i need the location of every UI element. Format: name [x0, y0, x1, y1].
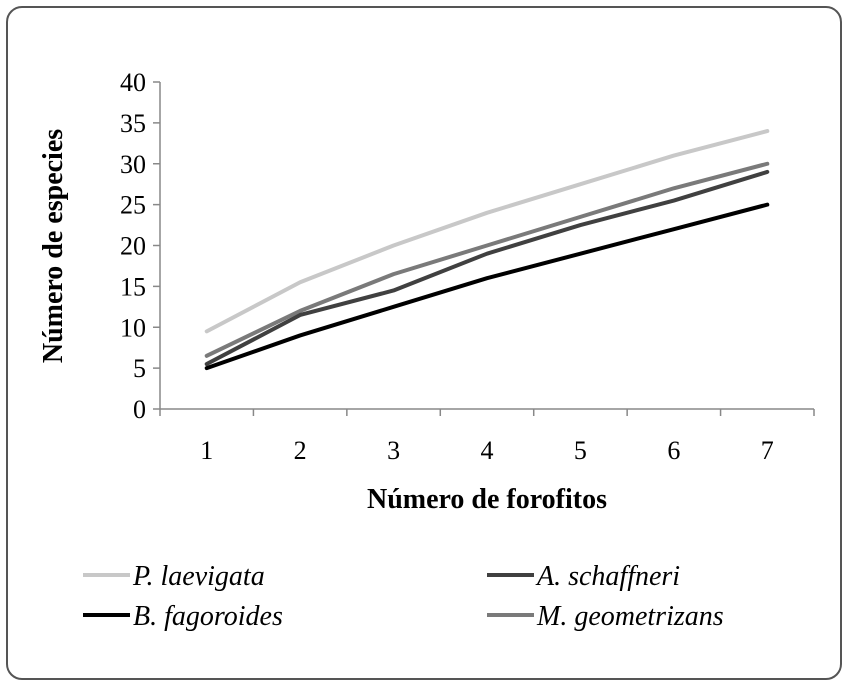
y-tick-label: 15	[120, 272, 146, 301]
series-line-a-schaffneri	[204, 169, 770, 367]
series-line-b-fagoroides	[204, 202, 770, 371]
x-tick-label: 1	[200, 436, 213, 465]
y-axis-title: Número de especies	[38, 129, 69, 363]
y-tick-label: 35	[120, 109, 146, 138]
y-tick-label: 20	[120, 232, 146, 261]
x-tick-label: 3	[387, 436, 400, 465]
x-tick-label: 4	[481, 436, 494, 465]
axes: 0 5 10 15 20 25 30 35 40 1 2 3 4 5 6 7	[120, 68, 815, 465]
legend-label-b-fagoroides: B. fagoroides	[133, 601, 283, 632]
series-line-m-geometrizans	[204, 161, 770, 358]
series-line-p-laevigata	[204, 129, 770, 334]
y-tick-label: 30	[120, 150, 146, 179]
x-tick-label: 5	[574, 436, 587, 465]
y-tick-label: 25	[120, 191, 146, 220]
x-tick-label: 2	[294, 436, 307, 465]
y-tick-label: 0	[133, 395, 146, 424]
x-tick-label: 6	[667, 436, 680, 465]
x-axis-title: Número de forofitos	[367, 484, 607, 515]
legend-label-a-schaffneri: A. schaffneri	[535, 561, 680, 592]
y-tick-label: 5	[133, 354, 146, 383]
legend-label-m-geometrizans: M. geometrizans	[536, 601, 724, 632]
chart-frame	[6, 6, 842, 680]
y-tick-label: 10	[120, 313, 146, 342]
legend: P. laevigata A. schaffneri B. fagoroides M.…	[83, 561, 724, 632]
y-tick-label: 40	[120, 68, 146, 97]
legend-label-p-laevigata: P. laevigata	[132, 561, 265, 592]
x-tick-label: 7	[761, 436, 774, 465]
series-lines	[204, 129, 770, 371]
